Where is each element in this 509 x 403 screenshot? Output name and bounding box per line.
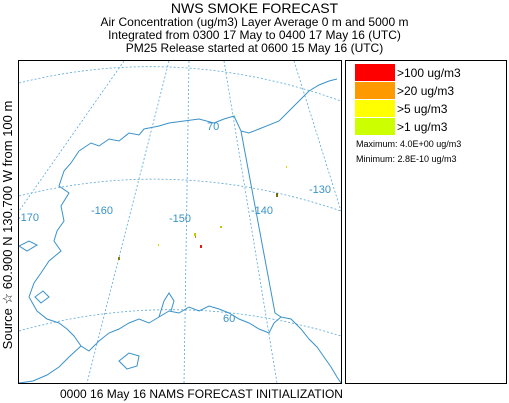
longitude-line-170 [19,61,125,212]
coastline-west [28,150,275,352]
legend-swatch-orange [355,82,395,99]
coastline-st-lawrence [19,240,39,252]
legend-label-100: >100 ug/m3 [397,66,461,80]
longitude-label-140: -140 [251,205,273,217]
coastline [19,78,341,383]
longitude-label-170: -170 [19,212,39,224]
legend-panel: >100 ug/m3 >20 ug/m3 >5 ug/m3 >1 ug/m3 M… [345,60,507,384]
latitude-line-65 [19,178,341,212]
smoke-point-yellow-4 [286,166,287,168]
map-canvas: -170 -160 -150 -140 -130 70 60 [19,61,341,383]
smoke-point-orange [195,236,196,238]
legend-swatch-lime [355,118,395,135]
latitude-line-60 [19,309,341,337]
smoke-point-red [200,245,202,248]
smoke-points [118,166,287,260]
longitude-label-130: -130 [309,184,331,196]
latitude-label-70: 70 [207,121,219,133]
longitude-label-160: -160 [91,205,113,217]
legend-swatch-red [355,64,395,81]
smoke-point-yellow-2 [220,226,222,228]
map-panel: -170 -160 -150 -140 -130 70 60 [18,60,342,384]
longitude-line-150 [183,61,190,383]
subtitle-integration-period: Integrated from 0300 17 May to 0400 17 M… [108,28,401,42]
smoke-point-yellow-3 [158,244,159,246]
legend-maximum: Maximum: 4.0E+00 ug/m3 [356,139,462,149]
smoke-point-dark-2 [276,193,278,197]
smoke-point-dark-1 [118,257,120,260]
legend-label-5: >5 ug/m3 [397,102,448,116]
longitude-gridlines [19,61,341,383]
latitude-line-70 [19,66,341,102]
forecast-initialization-footer: 0000 16 May 16 NAMS FORECAST INITIALIZAT… [60,387,343,401]
source-location-text: Source ☆ 60.900 N 130.700 W from 100 m [0,100,15,350]
chart-title: NWS SMOKE FORECAST [170,0,339,16]
coastline-southeast [273,316,341,383]
latitude-gridlines [19,66,341,337]
legend-swatch-yellow [355,100,395,117]
smoke-point-yellow-1 [194,233,196,236]
coastline-nunivak [34,290,50,304]
coastline-inlet [158,292,175,318]
subtitle-release-start: PM25 Release started at 0600 15 May 16 (… [125,41,384,55]
international-border [240,130,282,318]
coastline-kodiak [118,352,140,370]
longitude-line-160 [86,61,170,383]
latitude-label-60: 60 [223,313,235,325]
longitude-label-150: -150 [169,213,191,225]
coastline-north [78,78,338,152]
legend-label-20: >20 ug/m3 [397,84,455,98]
subtitle-concentration: Air Concentration (ug/m3) Layer Average … [100,15,409,29]
legend-label-1: >1 ug/m3 [397,120,448,134]
coastline-peninsula [19,345,82,383]
longitude-line-140 [223,61,278,383]
legend-minimum: Minimum: 2.8E-10 ug/m3 [356,154,457,164]
